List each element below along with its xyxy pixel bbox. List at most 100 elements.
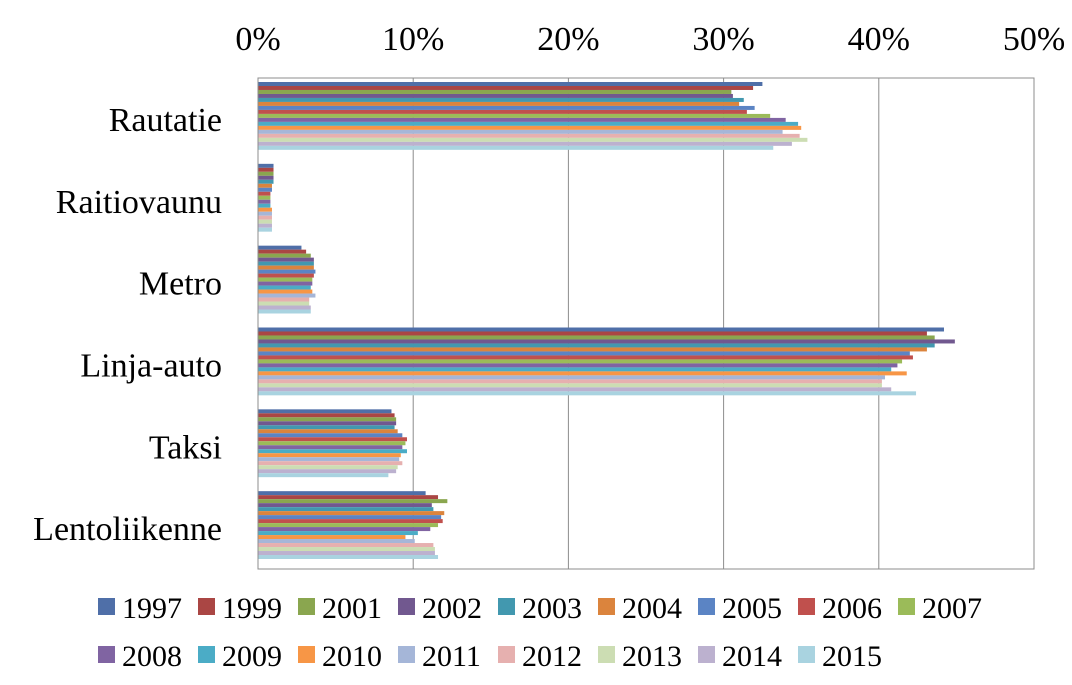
bar-2015-Linja-auto xyxy=(258,391,917,396)
bar-2010-Linja-auto xyxy=(258,371,907,376)
bar-2014-Lentoliikenne xyxy=(258,551,435,556)
bar-2001-Raitiovaunu xyxy=(258,171,274,176)
gridlines xyxy=(412,78,880,569)
legend-label: 2004 xyxy=(622,592,682,625)
bar-2009-Taksi xyxy=(258,449,407,454)
legend-label: 2007 xyxy=(922,592,982,625)
bar-2011-Raitiovaunu xyxy=(258,211,272,216)
bar-2012-Raitiovaunu xyxy=(258,215,272,220)
plot-area-frame xyxy=(257,77,1035,570)
legend-swatch xyxy=(798,598,815,615)
bar-2002-Metro xyxy=(258,257,314,262)
bar-2007-Raitiovaunu xyxy=(258,195,271,200)
bar-2011-Taksi xyxy=(258,457,400,462)
bar-1997-Raitiovaunu xyxy=(258,163,274,168)
bar-2001-Linja-auto xyxy=(258,335,935,340)
bar-2006-Taksi xyxy=(258,437,407,442)
bar-2009-Linja-auto xyxy=(258,367,892,372)
bar-2009-Lentoliikenne xyxy=(258,531,418,536)
bar-2009-Rautatie xyxy=(258,121,799,126)
legend-label: 2002 xyxy=(422,592,482,625)
bar-2012-Metro xyxy=(258,297,310,302)
bar-2013-Taksi xyxy=(258,465,398,470)
legend-swatch xyxy=(398,598,415,615)
bar-2005-Rautatie xyxy=(258,105,755,110)
bar-2012-Rautatie xyxy=(258,133,800,138)
legend: 1997 1999 2001 2002 2003 2004 2005 2006 2007 2008… xyxy=(98,592,982,673)
bar-2015-Metro xyxy=(258,309,311,314)
bar-2006-Linja-auto xyxy=(258,355,913,360)
bar-2008-Taksi xyxy=(258,445,403,450)
legend-swatch xyxy=(798,646,815,663)
category-label: Linja-auto xyxy=(80,347,222,384)
bar-2005-Raitiovaunu xyxy=(258,187,272,192)
bar-2008-Raitiovaunu xyxy=(258,199,271,204)
bar-2011-Rautatie xyxy=(258,129,783,134)
category-label: Rautatie xyxy=(109,102,222,139)
bar-2002-Raitiovaunu xyxy=(258,175,274,180)
bar-2006-Raitiovaunu xyxy=(258,191,271,196)
bar-2004-Lentoliikenne xyxy=(258,511,445,516)
bar-2012-Lentoliikenne xyxy=(258,543,434,548)
bar-2003-Lentoliikenne xyxy=(258,507,434,512)
legend-label: 2003 xyxy=(522,592,582,625)
bar-2011-Lentoliikenne xyxy=(258,539,415,544)
bar-2008-Linja-auto xyxy=(258,363,898,368)
bar-2014-Raitiovaunu xyxy=(258,223,272,228)
bar-2013-Linja-auto xyxy=(258,383,882,388)
bar-2010-Lentoliikenne xyxy=(258,535,406,540)
bar-2014-Metro xyxy=(258,305,311,310)
bar-2007-Rautatie xyxy=(258,113,771,118)
legend-swatch xyxy=(698,598,715,615)
bar-2005-Taksi xyxy=(258,433,403,438)
bar-2001-Taksi xyxy=(258,417,397,422)
category-label: Lentoliikenne xyxy=(33,511,222,548)
bar-2013-Metro xyxy=(258,301,310,306)
bar-2004-Raitiovaunu xyxy=(258,183,272,188)
legend-label: 2014 xyxy=(722,640,782,673)
bar-2002-Taksi xyxy=(258,421,397,426)
category-label: Metro xyxy=(139,266,222,303)
x-tick-label: 40% xyxy=(848,21,910,58)
bar-2007-Lentoliikenne xyxy=(258,523,439,528)
legend-label: 2001 xyxy=(322,592,382,625)
bar-1999-Raitiovaunu xyxy=(258,167,274,172)
legend-swatch xyxy=(898,598,915,615)
bar-1999-Taksi xyxy=(258,413,395,418)
legend-label: 1999 xyxy=(222,592,282,625)
bar-2005-Linja-auto xyxy=(258,351,910,356)
legend-label: 2010 xyxy=(322,640,382,673)
legend-swatch xyxy=(98,646,115,663)
bar-2015-Taksi xyxy=(258,473,389,478)
bars xyxy=(258,82,955,559)
bar-2009-Raitiovaunu xyxy=(258,203,271,208)
legend-label: 2011 xyxy=(422,640,481,673)
bar-2013-Raitiovaunu xyxy=(258,219,272,224)
bar-2005-Metro xyxy=(258,269,316,274)
x-tick-label: 10% xyxy=(382,21,444,58)
x-tick-label: 30% xyxy=(692,21,754,58)
bar-2004-Rautatie xyxy=(258,101,740,106)
bar-1997-Metro xyxy=(258,245,302,250)
bar-1997-Taksi xyxy=(258,409,392,414)
bar-2006-Metro xyxy=(258,273,314,278)
bar-2014-Taksi xyxy=(258,469,397,474)
bar-2014-Linja-auto xyxy=(258,387,892,392)
bar-2001-Metro xyxy=(258,253,311,258)
x-tick-label: 50% xyxy=(1003,21,1065,58)
bar-2007-Taksi xyxy=(258,441,406,446)
bar-2013-Rautatie xyxy=(258,137,808,142)
legend-swatch xyxy=(598,646,615,663)
bar-2004-Linja-auto xyxy=(258,347,927,352)
bar-2008-Lentoliikenne xyxy=(258,527,431,532)
bar-2009-Metro xyxy=(258,285,311,290)
legend-label: 1997 xyxy=(122,592,182,625)
bar-2011-Linja-auto xyxy=(258,375,886,380)
bar-2011-Metro xyxy=(258,293,316,298)
legend-swatch xyxy=(598,598,615,615)
bar-1997-Lentoliikenne xyxy=(258,491,426,496)
legend-swatch xyxy=(198,598,215,615)
bar-2004-Metro xyxy=(258,265,314,270)
x-tick-label: 0% xyxy=(235,21,280,58)
bar-2014-Rautatie xyxy=(258,141,792,146)
